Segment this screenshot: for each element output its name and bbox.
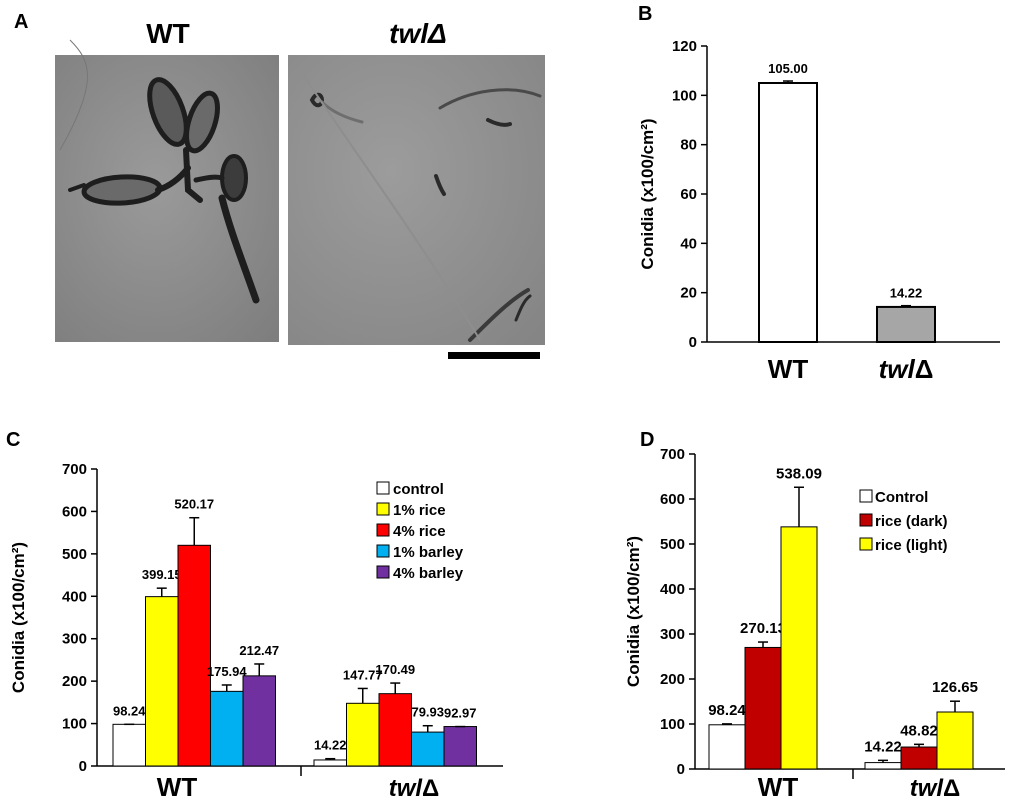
chart-d-bar-rice-light-twl [936, 711, 974, 770]
panel-letter-c: C [6, 429, 20, 451]
chart-d-category-wt: WT [758, 772, 799, 800]
chart-c-bar-4-rice-wt [177, 544, 211, 767]
chart-c-value-label: 79.93 [411, 705, 444, 720]
chart-d-value-label: 270.13 [740, 620, 786, 637]
chart-c-category-twl: twlΔ [389, 775, 440, 800]
chart-b-ytick-label: 80 [680, 137, 697, 154]
chart-c-ytick-label: 300 [62, 631, 87, 648]
chart-c-ytick-label: 200 [62, 673, 87, 690]
chart-c-value-label: 98.24 [113, 703, 146, 718]
chart-c-value-label: 92.97 [444, 706, 477, 721]
chart-c-value-label: 175.94 [207, 664, 248, 679]
chart-b-ytick-label: 20 [680, 285, 697, 302]
chart-c-ytick-label: 700 [62, 461, 87, 478]
chart-c-legend-label-4-barley: 4% barley [393, 565, 464, 582]
chart-c-value-label: 14.22 [314, 738, 347, 753]
chart-b-category-twl: twlΔ [879, 354, 934, 384]
chart-d-ytick-label: 700 [660, 446, 685, 463]
chart-d-bar-rice-light-wt [780, 526, 818, 770]
chart-c-legend-swatch-4-barley [376, 565, 390, 579]
chart-b-ytick-label: 100 [672, 87, 697, 104]
chart-d: 0 100 200 300 400 500 600 700 Conidia (x100/cm²)… [624, 446, 1005, 800]
twl-micrograph [288, 55, 545, 345]
chart-d-bar-control-wt [708, 724, 746, 770]
chart-c-legend-label-1-barley: 1% barley [393, 544, 464, 561]
chart-d-ytick-label: 200 [660, 671, 685, 688]
chart-b-ylabel: Conidia (x100/cm²) [638, 118, 657, 269]
chart-c-bar-4-barley-twl [443, 726, 477, 767]
chart-c-ytick-label: 0 [79, 758, 87, 775]
chart-d-category-twl: twlΔ [910, 775, 961, 800]
panel-letter-b: B [638, 3, 652, 25]
chart-d-value-label: 98.24 [708, 702, 746, 719]
chart-d-legend-swatch-rice-dark [859, 513, 873, 527]
chart-b-bar-twl [876, 305, 936, 344]
chart-c-bar-1-rice-wt [145, 596, 179, 767]
chart-c-bar-1-barley-wt [210, 690, 244, 767]
chart-c-legend-swatch-1-rice [376, 502, 390, 516]
chart-c-legend-label-control: control [393, 481, 444, 498]
chart-c-bar-control-wt [112, 723, 146, 767]
chart-d-legend-label-control: Control [875, 489, 928, 506]
chart-b-ytick-label: 40 [680, 235, 697, 252]
chart-d-bar-rice-dark-twl [900, 746, 938, 770]
chart-c-ytick-label: 600 [62, 503, 87, 520]
chart-d-ytick-label: 100 [660, 716, 685, 733]
chart-c-bar-4-rice-twl [378, 693, 412, 767]
chart-c-legend-label-1-rice: 1% rice [393, 502, 446, 519]
chart-b-category-wt: WT [768, 354, 809, 384]
chart-c-category-wt: WT [157, 772, 198, 800]
chart-c-bar-1-barley-twl [411, 731, 445, 767]
chart-d-bar-control-twl [864, 762, 902, 770]
chart-d-ytick-label: 500 [660, 536, 685, 553]
chart-d-value-label: 538.09 [776, 465, 822, 482]
chart-b: 0 20 40 60 80 100 120 Conidia (x100/cm²) 105.00 W… [638, 38, 1000, 384]
chart-b-ytick-label: 120 [672, 38, 697, 55]
panel-letter-a: A [14, 11, 28, 33]
panel-a-left-title: WT [146, 18, 190, 49]
chart-c-legend-swatch-4-rice [376, 523, 390, 537]
wt-micrograph [55, 39, 279, 342]
chart-d-value-label: 14.22 [864, 738, 902, 755]
chart-d-bar-rice-dark-wt [744, 646, 782, 770]
chart-c-ytick-label: 400 [62, 588, 87, 605]
chart-d-ytick-label: 600 [660, 491, 685, 508]
chart-b-value-label: 105.00 [768, 61, 808, 76]
chart-c-legend-swatch-control [376, 481, 390, 495]
chart-d-value-label: 48.82 [900, 722, 938, 739]
chart-c-ytick-label: 500 [62, 546, 87, 563]
chart-b-value-label: 14.22 [890, 286, 923, 301]
chart-c-bar-control-twl [313, 759, 347, 767]
chart-c-bar-4-barley-wt [242, 675, 276, 767]
chart-d-ytick-label: 400 [660, 581, 685, 598]
panel-letter-d: D [640, 429, 654, 451]
chart-d-ytick-label: 0 [677, 761, 685, 778]
chart-d-value-label: 126.65 [932, 679, 978, 696]
chart-c-value-label: 170.49 [375, 662, 415, 677]
chart-b-ytick-label: 0 [689, 334, 697, 351]
chart-c-value-label: 212.47 [239, 643, 279, 658]
chart-d-ylabel: Conidia (x100/cm²) [624, 536, 643, 687]
chart-b-bar-wt [758, 82, 818, 343]
chart-c-value-label: 520.17 [174, 497, 214, 512]
chart-c-legend-label-4-rice: 4% rice [393, 523, 446, 540]
chart-d-ytick-label: 300 [660, 626, 685, 643]
scale-bar [448, 352, 540, 359]
panel-a-right-title: twlΔ [389, 18, 447, 49]
chart-d-legend-swatch-control [859, 489, 873, 503]
chart-d-legend-swatch-rice-light [859, 537, 873, 551]
chart-c-bar-1-rice-twl [346, 702, 380, 767]
chart-c-ylabel: Conidia (x100/cm²) [9, 542, 28, 693]
chart-c-ytick-label: 100 [62, 716, 87, 733]
chart-c-legend-swatch-1-barley [376, 544, 390, 558]
chart-c-value-label: 399.15 [142, 567, 182, 582]
chart-b-ytick-label: 60 [680, 186, 697, 203]
chart-c: 0 100 200 300 400 500 600 700 Conidia (x100/cm²)… [9, 461, 503, 800]
chart-c-value-label: 147.77 [343, 667, 383, 682]
chart-d-legend-label-rice-light: rice (light) [875, 537, 948, 554]
chart-d-legend-label-rice-dark: rice (dark) [875, 513, 948, 530]
